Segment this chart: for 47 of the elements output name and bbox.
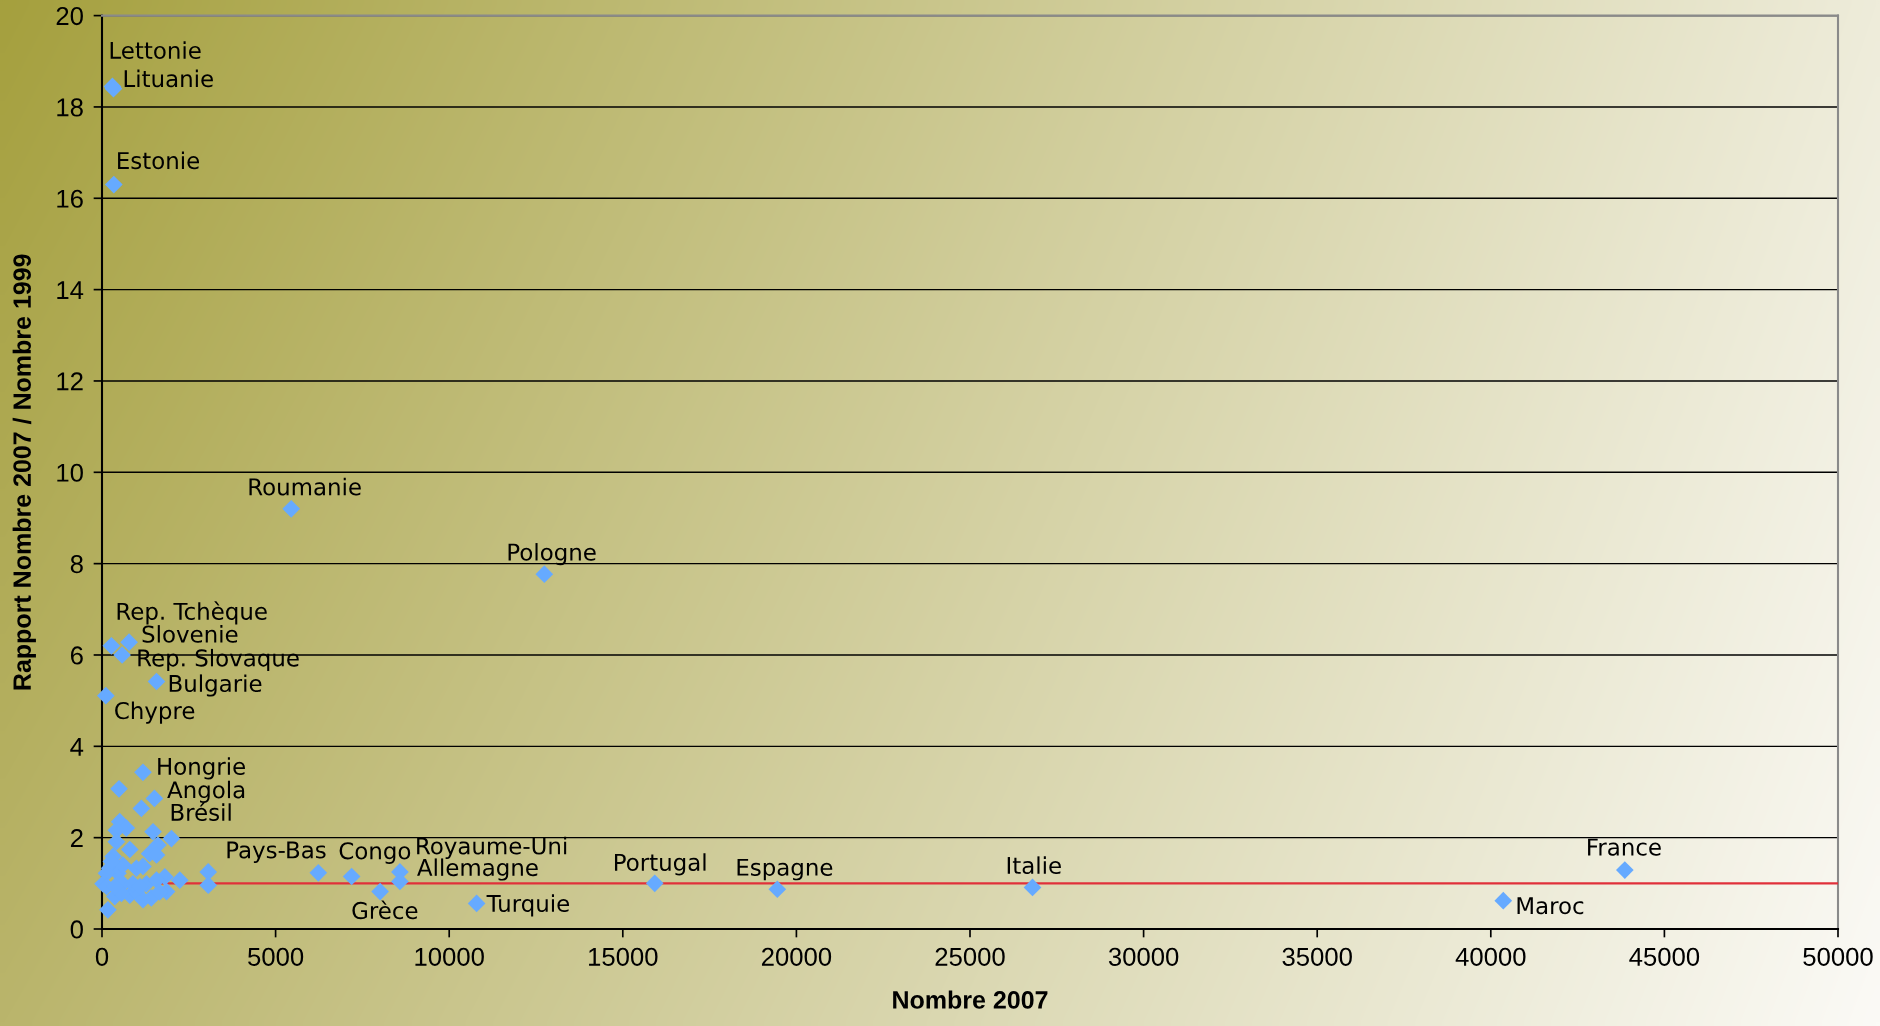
annotation: Congo (339, 842, 411, 864)
annotation: Brésil (171, 802, 231, 822)
annotation: Estonie (118, 151, 199, 170)
x-tick-label: 50000 (1803, 947, 1873, 966)
annotation: Grèce (352, 900, 418, 920)
annotation: France (1588, 838, 1661, 856)
annotation: Royaume-Uni (417, 836, 567, 859)
x-tick-label: 40000 (1455, 947, 1526, 966)
annotation: Pologne (508, 543, 596, 566)
annotation: Espagne (737, 858, 833, 881)
x-tick-label: 30000 (1108, 947, 1179, 966)
y-tick-label: 8 (70, 555, 83, 574)
annotation: Angola (167, 780, 245, 803)
x-tick-label: 25000 (935, 947, 1005, 966)
y-tick-label: 18 (57, 98, 83, 117)
y-tick-label: 16 (57, 189, 83, 208)
annotation: Lituanie (124, 69, 213, 88)
x-tick-label: 20000 (761, 947, 832, 966)
x-tick-label: 45000 (1629, 947, 1700, 966)
annotation: Bulgarie (169, 674, 262, 697)
annotation: Rep. Tchèque (117, 601, 267, 625)
x-tick-label: 15000 (589, 947, 658, 966)
y-tick-label: 14 (57, 281, 84, 299)
y-tick-label: 0 (70, 920, 83, 939)
annotation: Lettonie (110, 41, 201, 60)
y-tick-label: 20 (56, 6, 83, 26)
x-tick-label: 35000 (1282, 947, 1352, 966)
annotation: Chypre (115, 701, 195, 724)
x-tick-label: 10000 (415, 947, 484, 966)
annotation: Maroc (1517, 897, 1584, 915)
y-tick-label: 12 (57, 372, 83, 391)
x-axis-title: Nombre 2007 (893, 990, 1048, 1009)
annotation: Slovenie (142, 625, 238, 643)
annotation: Roumanie (249, 477, 361, 496)
annotation: Hongrie (158, 757, 245, 780)
annotation: Allemagne (417, 858, 538, 881)
y-tick-label: 2 (70, 829, 83, 847)
annotation: Portugal (614, 853, 706, 876)
x-tick-label: 5000 (248, 947, 304, 966)
annotation: Italie (1007, 856, 1061, 875)
y-axis-title: Rapport Nombre 2007 / Nombre 1999 (12, 254, 36, 690)
x-tick-label: 0 (95, 947, 109, 966)
y-tick-label: 4 (70, 737, 84, 756)
y-tick-label: 6 (70, 646, 83, 665)
annotation: Pays-Bas (227, 841, 326, 863)
annotation: Turquie (486, 894, 570, 917)
y-tick-label: 10 (57, 463, 83, 482)
